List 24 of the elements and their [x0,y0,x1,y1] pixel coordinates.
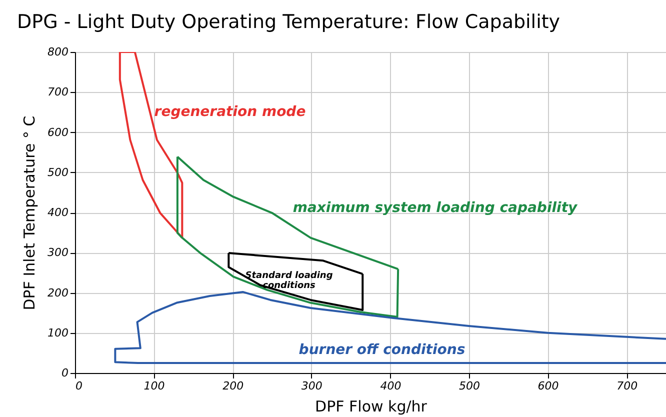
annotation: burner off conditions [298,342,466,358]
y-tick-label: 0 [62,366,68,380]
chart-title: DPG - Light Duty Operating Temperature: Flow Capability [17,11,560,33]
annotation: regeneration mode [154,104,306,120]
x-tick-label: 0 [76,380,82,392]
x-tick-label: 500 [459,380,480,392]
x-tick-label: 200 [222,380,244,392]
y-tick-label: 700 [48,86,68,99]
x-tick-label: 700 [616,380,638,392]
y-tick-label: 300 [48,246,68,260]
y-tick-label: 600 [48,126,68,139]
x-tick-label: 300 [301,380,322,392]
annotation: Standard loading conditions [245,271,334,291]
y-tick-label: 200 [48,286,68,300]
y-axis-title: DPF Inlet Temperature ° C [20,116,39,310]
y-tick-label: 100 [48,326,68,340]
x-tick-label: 100 [144,380,165,392]
x-tick-label: 400 [380,380,402,392]
y-tick-label: 400 [48,206,68,219]
annotation: maximum system loading capability [292,200,578,216]
x-tick-label: 600 [538,380,559,392]
y-tick-label: 800 [48,46,68,58]
y-tick-label: 500 [48,166,68,179]
x-axis-title: DPF Flow kg/hr [315,398,428,416]
